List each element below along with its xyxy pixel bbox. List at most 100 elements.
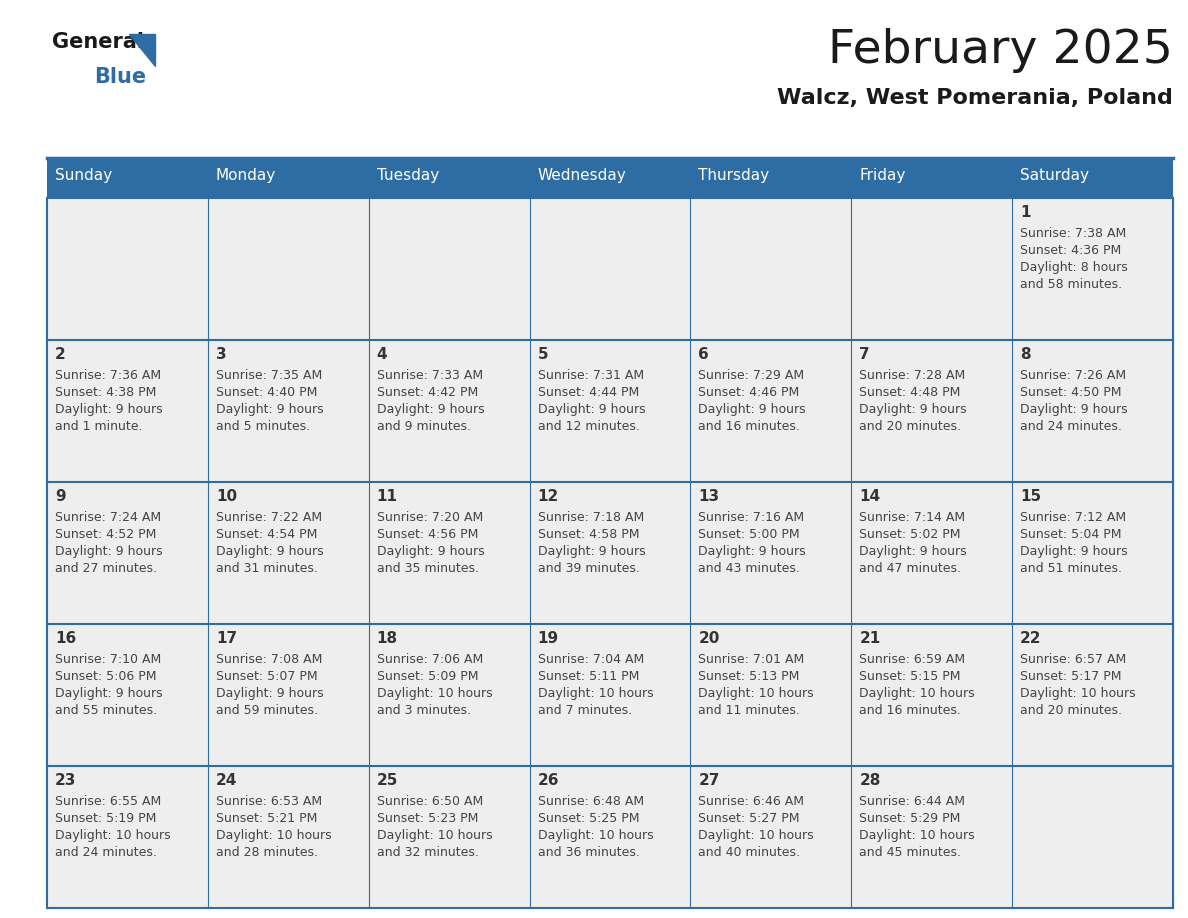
Text: and 47 minutes.: and 47 minutes. [859, 562, 961, 575]
Bar [852, 766, 1012, 908]
Bar [48, 482, 208, 624]
Text: Daylight: 9 hours: Daylight: 9 hours [538, 545, 645, 558]
Text: and 3 minutes.: and 3 minutes. [377, 704, 470, 717]
Text: Sunset: 5:21 PM: Sunset: 5:21 PM [216, 812, 317, 825]
Text: Daylight: 9 hours: Daylight: 9 hours [859, 403, 967, 416]
Text: Walcz, West Pomerania, Poland: Walcz, West Pomerania, Poland [777, 88, 1173, 108]
Text: 20: 20 [699, 631, 720, 646]
Text: Sunrise: 7:10 AM: Sunrise: 7:10 AM [55, 653, 162, 666]
Text: Sunset: 5:19 PM: Sunset: 5:19 PM [55, 812, 157, 825]
Bar [48, 766, 208, 908]
Text: Sunset: 5:04 PM: Sunset: 5:04 PM [1020, 528, 1121, 541]
Bar [852, 340, 1012, 482]
Text: 23: 23 [55, 773, 76, 788]
Text: February 2025: February 2025 [828, 28, 1173, 73]
Text: Sunset: 4:58 PM: Sunset: 4:58 PM [538, 528, 639, 541]
Text: Daylight: 10 hours: Daylight: 10 hours [859, 829, 975, 842]
Text: 18: 18 [377, 631, 398, 646]
Polygon shape [129, 34, 154, 66]
Text: Daylight: 10 hours: Daylight: 10 hours [55, 829, 171, 842]
Bar [208, 624, 368, 766]
Bar [530, 624, 690, 766]
Text: Tuesday: Tuesday [377, 168, 438, 183]
Text: Sunset: 4:56 PM: Sunset: 4:56 PM [377, 528, 478, 541]
Text: and 16 minutes.: and 16 minutes. [699, 420, 801, 433]
Text: and 20 minutes.: and 20 minutes. [1020, 704, 1123, 717]
Text: Sunset: 4:40 PM: Sunset: 4:40 PM [216, 386, 317, 399]
Text: Sunset: 4:36 PM: Sunset: 4:36 PM [1020, 244, 1121, 257]
Text: Sunset: 5:29 PM: Sunset: 5:29 PM [859, 812, 961, 825]
Text: Daylight: 10 hours: Daylight: 10 hours [377, 687, 492, 700]
Text: Daylight: 10 hours: Daylight: 10 hours [699, 687, 814, 700]
Text: 22: 22 [1020, 631, 1042, 646]
Text: Sunrise: 7:35 AM: Sunrise: 7:35 AM [216, 369, 322, 382]
Text: Sunrise: 6:59 AM: Sunrise: 6:59 AM [859, 653, 966, 666]
Text: Sunset: 4:42 PM: Sunset: 4:42 PM [377, 386, 478, 399]
Text: and 7 minutes.: and 7 minutes. [538, 704, 632, 717]
Bar [368, 624, 530, 766]
Text: Sunset: 4:52 PM: Sunset: 4:52 PM [55, 528, 157, 541]
Text: Sunrise: 7:16 AM: Sunrise: 7:16 AM [699, 511, 804, 524]
Bar [1012, 198, 1173, 340]
Text: Sunset: 4:48 PM: Sunset: 4:48 PM [859, 386, 961, 399]
Text: Daylight: 10 hours: Daylight: 10 hours [377, 829, 492, 842]
Text: Daylight: 9 hours: Daylight: 9 hours [377, 403, 485, 416]
Text: Sunset: 5:17 PM: Sunset: 5:17 PM [1020, 670, 1121, 683]
Text: and 58 minutes.: and 58 minutes. [1020, 278, 1123, 291]
Text: Sunset: 5:23 PM: Sunset: 5:23 PM [377, 812, 478, 825]
Text: and 59 minutes.: and 59 minutes. [216, 704, 318, 717]
Text: Daylight: 9 hours: Daylight: 9 hours [699, 545, 805, 558]
Text: 5: 5 [538, 347, 548, 362]
Text: 14: 14 [859, 489, 880, 504]
Text: 4: 4 [377, 347, 387, 362]
Text: Sunset: 4:54 PM: Sunset: 4:54 PM [216, 528, 317, 541]
Text: 2: 2 [55, 347, 65, 362]
Bar [208, 340, 368, 482]
Text: Daylight: 10 hours: Daylight: 10 hours [859, 687, 975, 700]
Text: 9: 9 [55, 489, 65, 504]
Text: and 32 minutes.: and 32 minutes. [377, 846, 479, 859]
Text: Daylight: 9 hours: Daylight: 9 hours [699, 403, 805, 416]
Text: Daylight: 9 hours: Daylight: 9 hours [55, 403, 163, 416]
Text: 15: 15 [1020, 489, 1041, 504]
Text: Sunrise: 6:46 AM: Sunrise: 6:46 AM [699, 795, 804, 808]
Bar [48, 160, 1173, 198]
Text: Sunset: 4:38 PM: Sunset: 4:38 PM [55, 386, 157, 399]
Text: Daylight: 9 hours: Daylight: 9 hours [1020, 545, 1127, 558]
Text: Sunrise: 7:20 AM: Sunrise: 7:20 AM [377, 511, 484, 524]
Bar [208, 482, 368, 624]
Text: Sunrise: 6:48 AM: Sunrise: 6:48 AM [538, 795, 644, 808]
Text: 27: 27 [699, 773, 720, 788]
Text: 10: 10 [216, 489, 236, 504]
Text: and 45 minutes.: and 45 minutes. [859, 846, 961, 859]
Text: Friday: Friday [859, 168, 905, 183]
Bar [690, 624, 852, 766]
Bar [852, 482, 1012, 624]
Text: 12: 12 [538, 489, 558, 504]
Text: Sunset: 4:44 PM: Sunset: 4:44 PM [538, 386, 639, 399]
Text: Sunrise: 6:53 AM: Sunrise: 6:53 AM [216, 795, 322, 808]
Text: 24: 24 [216, 773, 238, 788]
Text: and 28 minutes.: and 28 minutes. [216, 846, 318, 859]
Text: and 1 minute.: and 1 minute. [55, 420, 143, 433]
Text: Daylight: 9 hours: Daylight: 9 hours [377, 545, 485, 558]
Text: Sunset: 5:15 PM: Sunset: 5:15 PM [859, 670, 961, 683]
Text: Daylight: 9 hours: Daylight: 9 hours [216, 545, 323, 558]
Bar [368, 482, 530, 624]
Text: Daylight: 10 hours: Daylight: 10 hours [699, 829, 814, 842]
Bar [208, 766, 368, 908]
Text: and 20 minutes.: and 20 minutes. [859, 420, 961, 433]
Text: Daylight: 9 hours: Daylight: 9 hours [1020, 403, 1127, 416]
Text: Sunrise: 7:04 AM: Sunrise: 7:04 AM [538, 653, 644, 666]
Text: and 11 minutes.: and 11 minutes. [699, 704, 801, 717]
Text: and 24 minutes.: and 24 minutes. [1020, 420, 1121, 433]
Text: and 12 minutes.: and 12 minutes. [538, 420, 639, 433]
Text: Thursday: Thursday [699, 168, 770, 183]
Text: Sunrise: 7:26 AM: Sunrise: 7:26 AM [1020, 369, 1126, 382]
Text: Daylight: 9 hours: Daylight: 9 hours [538, 403, 645, 416]
Text: Sunday: Sunday [55, 168, 112, 183]
Text: Sunrise: 7:08 AM: Sunrise: 7:08 AM [216, 653, 322, 666]
Text: Saturday: Saturday [1020, 168, 1089, 183]
Text: Daylight: 10 hours: Daylight: 10 hours [538, 687, 653, 700]
Text: Daylight: 8 hours: Daylight: 8 hours [1020, 261, 1127, 274]
